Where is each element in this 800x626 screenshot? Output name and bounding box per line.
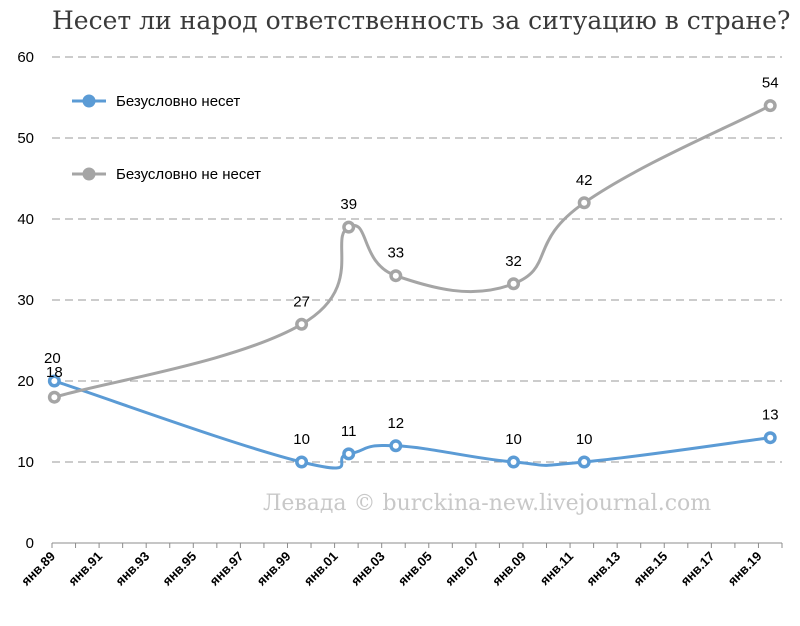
- x-tick-label: янв.03: [348, 549, 388, 589]
- data-label: 10: [576, 431, 593, 448]
- x-tick-label: янв.07: [442, 549, 482, 589]
- legend-label: Безусловно не несет: [116, 166, 261, 183]
- series-1-marker-center: [392, 272, 399, 279]
- x-tick-label: янв.13: [583, 549, 623, 589]
- series-0-marker-center: [392, 442, 399, 449]
- grid-layer: [52, 56, 782, 463]
- x-tick-label: янв.11: [537, 549, 576, 588]
- legend-swatch-marker: [82, 167, 96, 181]
- data-label: 12: [387, 415, 404, 432]
- x-tick-label: янв.93: [112, 549, 152, 589]
- y-tick-label: 20: [17, 373, 34, 390]
- legend: Безусловно несет Безусловно не несет: [72, 93, 261, 183]
- x-tick-label: янв.89: [18, 549, 58, 589]
- series-0-marker-center: [581, 459, 588, 465]
- label-layer: 20 10 11 12 10 10 13 18 27 39 33 32 42 54: [44, 75, 779, 448]
- data-label: 42: [576, 172, 593, 189]
- y-tick-label: 0: [26, 535, 34, 552]
- series-0-marker-center: [51, 378, 58, 384]
- x-tick-label: янв.95: [159, 549, 199, 589]
- x-tick-label: янв.09: [489, 549, 529, 589]
- chart-title: Несет ли народ ответственность за ситуац…: [52, 6, 791, 35]
- data-label: 32: [505, 253, 522, 270]
- x-tick-label: янв.91: [65, 549, 105, 589]
- x-tick-label: янв.99: [254, 549, 294, 589]
- x-tick-label: янв.17: [678, 549, 718, 589]
- series-1-marker-center: [581, 199, 588, 206]
- series-1-marker-center: [298, 321, 305, 328]
- x-tick-label: янв.19: [725, 549, 765, 589]
- series-line-0: [53, 379, 771, 470]
- legend-label: Безусловно несет: [116, 93, 240, 110]
- watermark: Левада © burckina-new.livejournal.com: [263, 491, 711, 516]
- y-tick-label: 10: [17, 454, 34, 471]
- legend-swatch-marker: [82, 94, 96, 108]
- series-0-marker-center: [510, 459, 517, 465]
- series-1-marker-center: [345, 224, 352, 231]
- data-label: 10: [293, 431, 310, 448]
- series-0-marker-center: [345, 450, 352, 457]
- series-0-marker-center: [767, 434, 774, 441]
- series-1-marker-center: [510, 280, 517, 287]
- data-label: 11: [341, 423, 357, 440]
- series-1-marker-center: [51, 394, 58, 401]
- series-layer: [47, 99, 777, 470]
- y-tick-label: 60: [17, 49, 34, 66]
- data-label: 20: [44, 350, 61, 367]
- data-label: 27: [293, 293, 310, 310]
- data-label: 18: [46, 364, 63, 381]
- x-tick-label: янв.97: [207, 549, 247, 589]
- data-label: 10: [505, 431, 522, 448]
- data-label: 54: [762, 75, 779, 92]
- x-tick-label: янв.05: [395, 549, 435, 589]
- y-tick-label: 30: [17, 292, 34, 309]
- data-label: 33: [387, 245, 404, 262]
- series-line-1: [53, 104, 771, 399]
- y-tick-label: 40: [17, 211, 34, 228]
- x-tick-label: янв.01: [301, 549, 341, 589]
- series-1-marker-center: [767, 102, 774, 109]
- y-tick-label: 50: [17, 130, 34, 147]
- series-0-marker-center: [298, 459, 305, 465]
- data-label: 13: [762, 407, 779, 424]
- data-label: 39: [340, 196, 357, 213]
- x-tick-label: янв.15: [630, 549, 670, 589]
